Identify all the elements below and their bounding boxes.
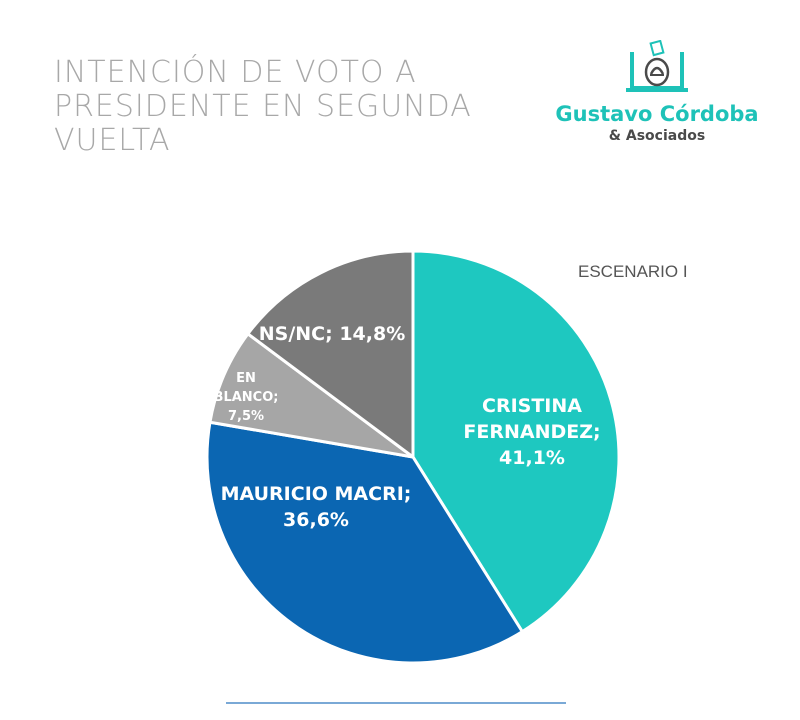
slice-label-line: CRISTINA (482, 395, 582, 417)
pie-slice-ns-nc (246, 249, 415, 459)
slice-label-line: 36,6% (283, 509, 349, 531)
logo-name: Gustavo Córdoba (555, 102, 759, 126)
slice-label-en-blanco: EN BLANCO; 7,5% (214, 371, 279, 424)
company-logo: Gustavo Córdoba & Asociados (552, 39, 762, 150)
chart-title: INTENCIÓN DE VOTO A PRESIDENTE EN SEGUND… (54, 55, 472, 158)
scenario-label: ESCENARIO I (578, 262, 688, 281)
ballot-box-icon (626, 39, 688, 92)
pie-slice-mauricio-macri (205, 420, 524, 665)
slice-label-ns-nc: NS/NC; 14,8% (259, 323, 406, 345)
slice-label-cristina-fernandez: CRISTINA FERNANDEZ; 41,1% (463, 395, 600, 469)
pie-slice-en-blanco (208, 332, 415, 459)
slice-label-line: NS/NC; 14,8% (259, 323, 406, 345)
slice-label-line: EN (236, 371, 256, 386)
slice-label-line: FERNANDEZ; (463, 421, 600, 443)
logo-subtitle: & Asociados (608, 128, 706, 144)
slice-label-line: BLANCO; (214, 390, 279, 405)
slice-label-line: MAURICIO MACRI; (221, 483, 412, 505)
slice-label-mauricio-macri: MAURICIO MACRI; 36,6% (221, 483, 412, 531)
slice-label-line: 7,5% (228, 409, 264, 424)
bottom-divider (226, 702, 566, 704)
slice-label-line: 41,1% (499, 447, 565, 469)
